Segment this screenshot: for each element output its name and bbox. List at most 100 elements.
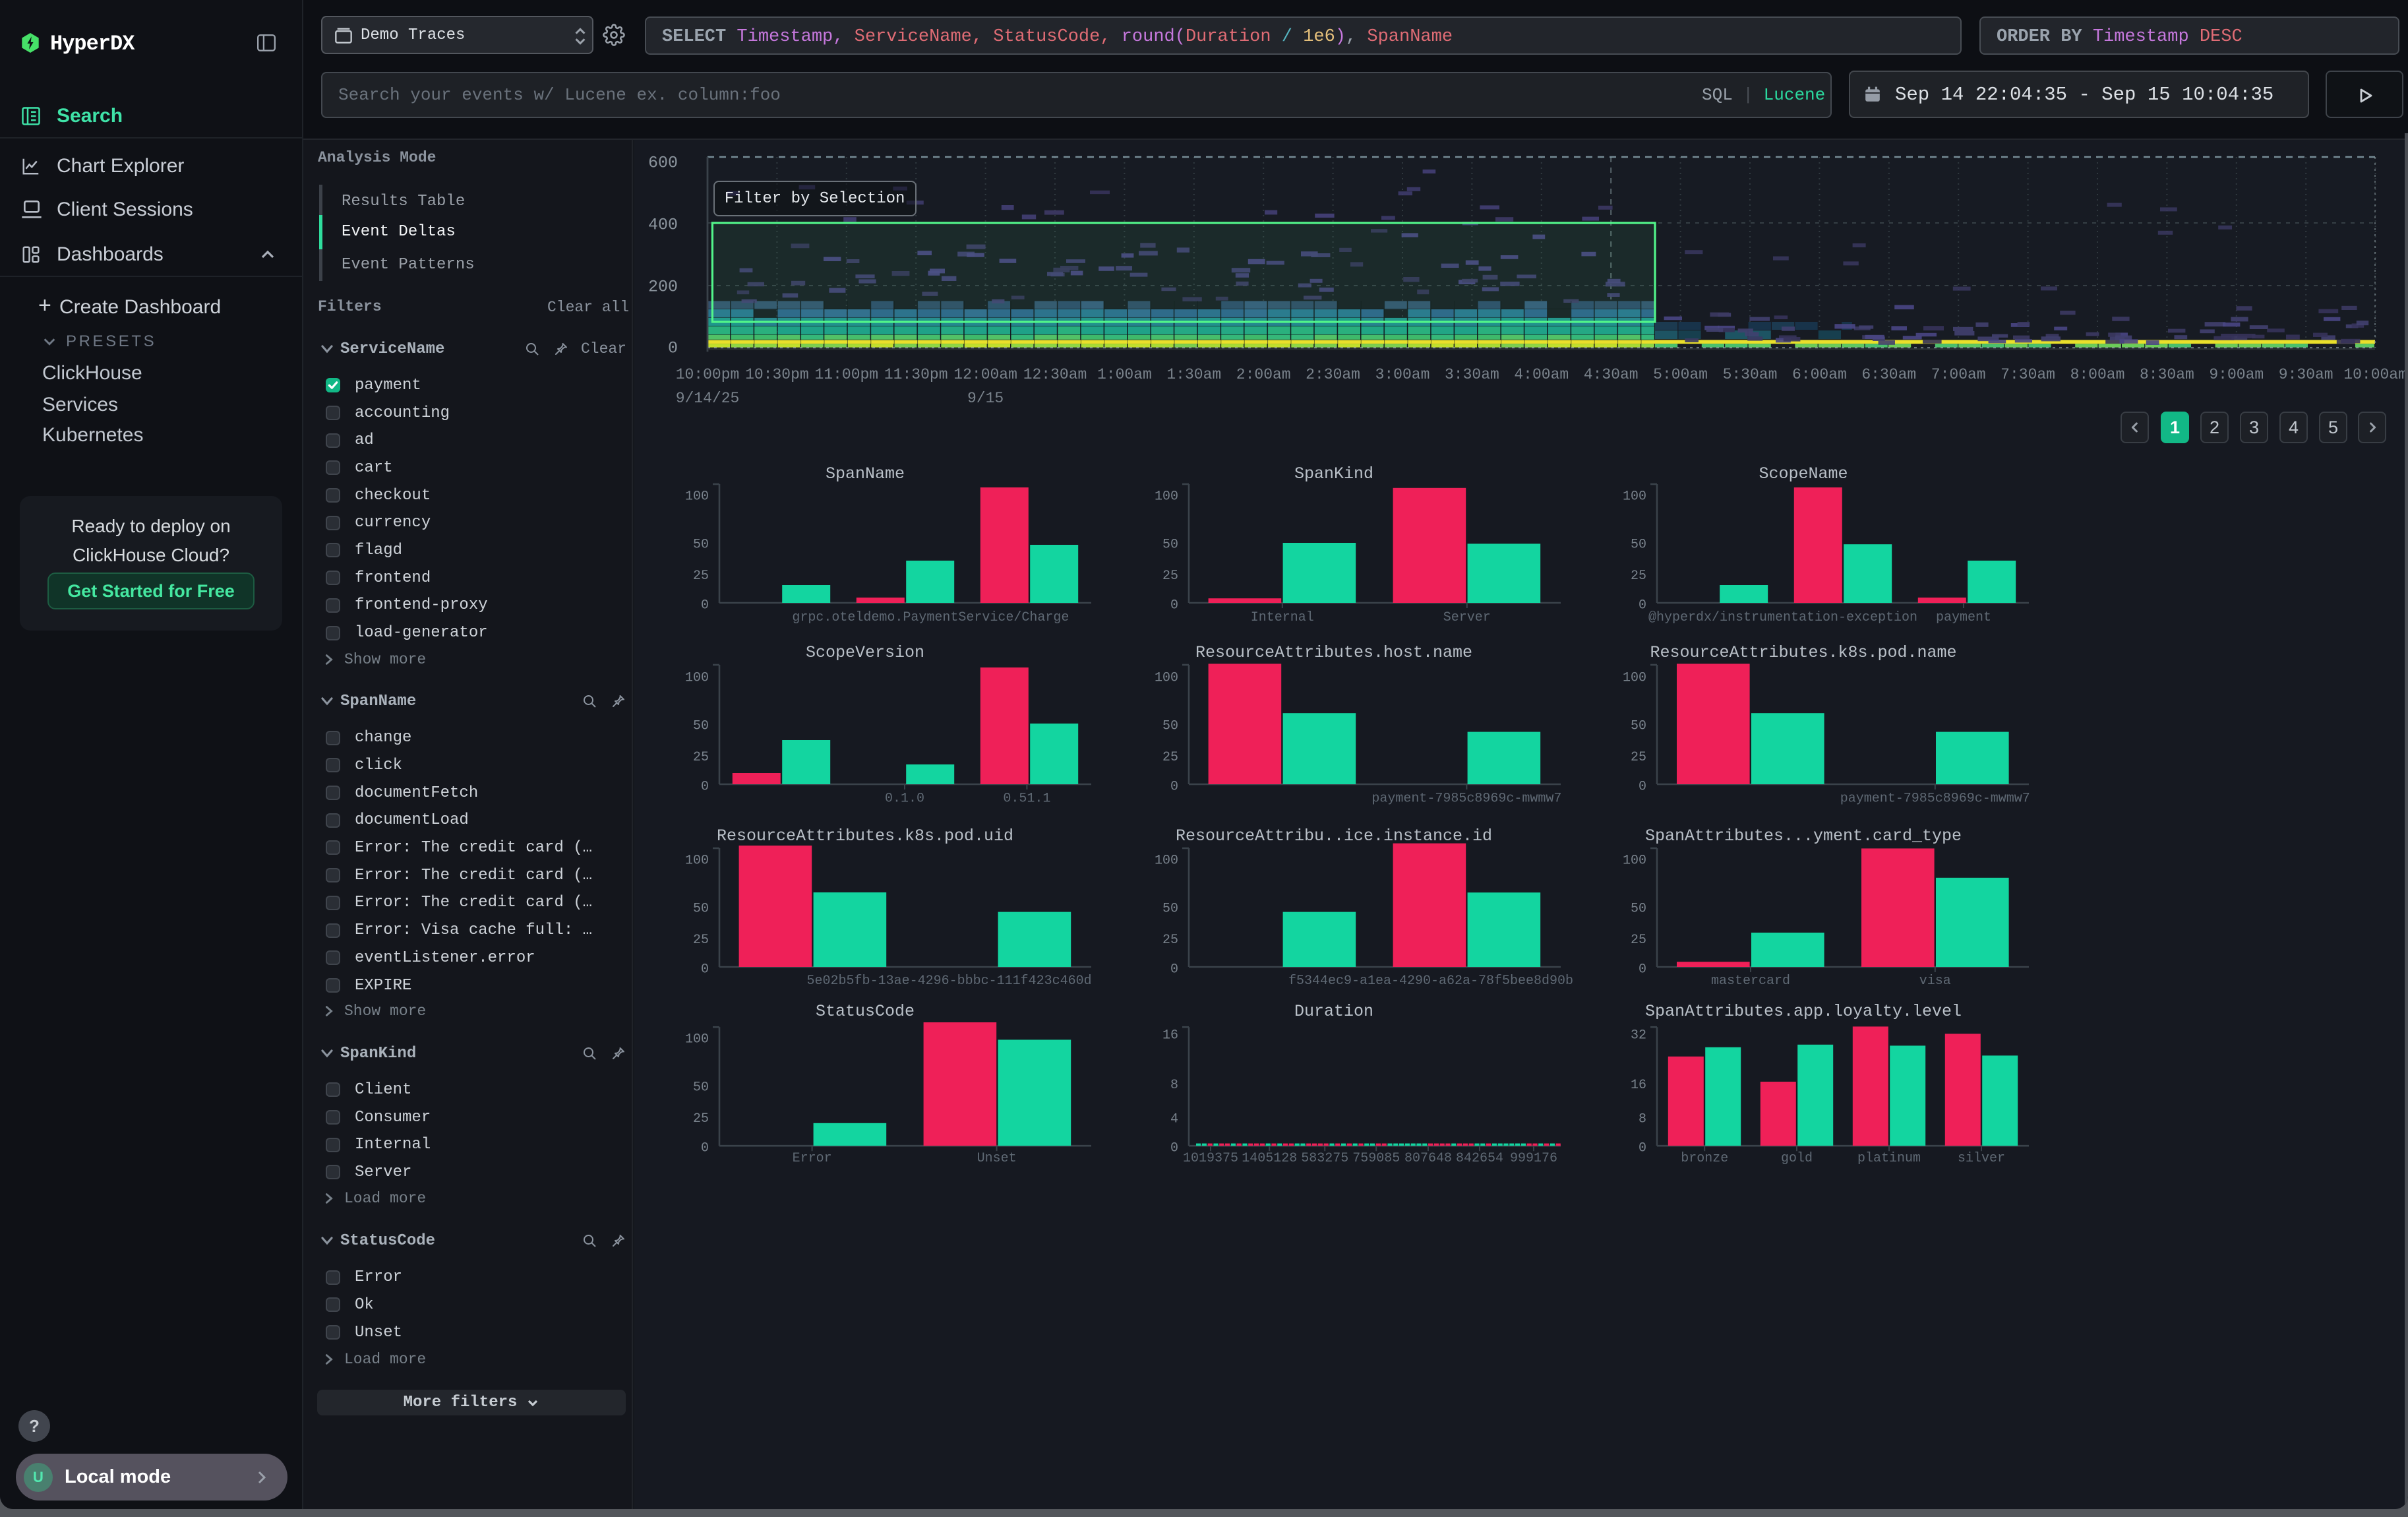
svg-text:Internal: Internal — [1251, 610, 1314, 625]
svg-text:100: 100 — [685, 853, 709, 868]
svg-text:842654: 842654 — [1456, 1151, 1503, 1166]
svg-text:SpanAttributes...yment.card_ty: SpanAttributes...yment.card_type — [1645, 826, 1962, 846]
svg-text:1:00am: 1:00am — [1097, 366, 1152, 383]
svg-text:100: 100 — [1623, 670, 1646, 685]
svg-text:6:00am: 6:00am — [1792, 366, 1847, 383]
svg-text:6:30am: 6:30am — [1861, 366, 1916, 383]
svg-text:50: 50 — [693, 1080, 709, 1096]
svg-text:50: 50 — [1631, 537, 1646, 552]
svg-text:5e02b5fb-13ae-4296-bbbc-111f42: 5e02b5fb-13ae-4296-bbbc-111f423c460d — [807, 974, 1092, 989]
svg-text:SpanAttributes.app.loyalty.lev: SpanAttributes.app.loyalty.level — [1645, 1002, 1962, 1021]
svg-text:400: 400 — [648, 215, 678, 234]
svg-text:@hyperdx/instrumentation-excep: @hyperdx/instrumentation-exception — [1648, 610, 1917, 625]
svg-text:mastercard: mastercard — [1711, 974, 1790, 989]
svg-text:2:00am: 2:00am — [1236, 366, 1291, 383]
svg-text:silver: silver — [1958, 1151, 2005, 1166]
svg-text:0: 0 — [701, 779, 709, 794]
svg-text:50: 50 — [1162, 718, 1178, 733]
svg-text:25: 25 — [1631, 569, 1646, 584]
svg-text:25: 25 — [1162, 933, 1178, 948]
svg-text:0.51.1: 0.51.1 — [1003, 791, 1050, 807]
svg-text:ResourceAttribu..ice.instance.: ResourceAttribu..ice.instance.id — [1176, 826, 1492, 846]
svg-text:SpanName: SpanName — [826, 464, 905, 483]
svg-text:100: 100 — [685, 670, 709, 685]
svg-text:payment-7985c8969c-mwmw7: payment-7985c8969c-mwmw7 — [1840, 791, 2030, 807]
svg-text:0.1.0: 0.1.0 — [885, 791, 924, 807]
svg-text:9:30am: 9:30am — [2279, 366, 2333, 383]
svg-text:50: 50 — [1631, 718, 1646, 733]
svg-text:9/15: 9/15 — [967, 390, 1004, 407]
svg-text:payment-7985c8969c-mwmw7: payment-7985c8969c-mwmw7 — [1371, 791, 1561, 807]
svg-text:ResourceAttributes.k8s.pod.uid: ResourceAttributes.k8s.pod.uid — [717, 826, 1013, 846]
svg-text:gold: gold — [1781, 1151, 1813, 1166]
svg-text:platinum: platinum — [1857, 1151, 1921, 1166]
svg-text:9/14/25: 9/14/25 — [676, 390, 740, 407]
svg-text:2:30am: 2:30am — [1306, 366, 1360, 383]
svg-text:50: 50 — [693, 718, 709, 733]
svg-text:100: 100 — [1155, 853, 1178, 868]
svg-text:10:00pm: 10:00pm — [676, 366, 740, 383]
svg-text:8: 8 — [1170, 1078, 1178, 1093]
svg-text:25: 25 — [693, 750, 709, 765]
svg-text:16: 16 — [1162, 1028, 1178, 1043]
svg-text:807648: 807648 — [1404, 1151, 1452, 1166]
svg-text:25: 25 — [693, 1111, 709, 1127]
svg-text:payment: payment — [1936, 610, 1991, 625]
svg-text:25: 25 — [1631, 933, 1646, 948]
svg-text:f5344ec9-a1ea-4290-a62a-78f5be: f5344ec9-a1ea-4290-a62a-78f5bee8d90b — [1288, 974, 1573, 989]
svg-text:8: 8 — [1639, 1111, 1646, 1127]
svg-text:50: 50 — [693, 537, 709, 552]
svg-text:600: 600 — [648, 153, 678, 172]
svg-text:0: 0 — [1639, 1141, 1646, 1156]
svg-text:9:00am: 9:00am — [2209, 366, 2264, 383]
svg-text:ResourceAttributes.host.name: ResourceAttributes.host.name — [1195, 643, 1472, 662]
svg-text:100: 100 — [685, 1032, 709, 1047]
svg-text:8:00am: 8:00am — [2070, 366, 2125, 383]
svg-text:50: 50 — [693, 901, 709, 916]
svg-text:Error: Error — [793, 1151, 832, 1166]
svg-text:5:00am: 5:00am — [1653, 366, 1708, 383]
svg-text:4:30am: 4:30am — [1584, 366, 1639, 383]
svg-text:bronze: bronze — [1681, 1151, 1728, 1166]
svg-text:grpc.oteldemo.PaymentService/C: grpc.oteldemo.PaymentService/Charge — [792, 610, 1069, 625]
svg-text:0: 0 — [1170, 598, 1178, 613]
svg-text:visa: visa — [1919, 974, 1951, 989]
svg-text:0: 0 — [701, 1141, 709, 1156]
svg-text:25: 25 — [1162, 750, 1178, 765]
svg-text:759085: 759085 — [1352, 1151, 1400, 1166]
svg-text:7:30am: 7:30am — [2001, 366, 2055, 383]
svg-text:100: 100 — [1623, 853, 1646, 868]
svg-text:3:30am: 3:30am — [1445, 366, 1499, 383]
svg-text:0: 0 — [701, 598, 709, 613]
svg-text:11:00pm: 11:00pm — [814, 366, 878, 383]
svg-text:583275: 583275 — [1301, 1151, 1348, 1166]
svg-text:25: 25 — [1162, 569, 1178, 584]
svg-text:4:00am: 4:00am — [1514, 366, 1569, 383]
svg-text:0: 0 — [1170, 1141, 1178, 1156]
svg-text:1405128: 1405128 — [1242, 1151, 1297, 1166]
svg-text:10:00am: 10:00am — [2343, 366, 2407, 383]
svg-text:5:30am: 5:30am — [1723, 366, 1778, 383]
svg-text:Unset: Unset — [977, 1151, 1017, 1166]
svg-text:100: 100 — [1623, 489, 1646, 504]
svg-text:1019375: 1019375 — [1183, 1151, 1238, 1166]
svg-text:25: 25 — [693, 569, 709, 584]
svg-text:0: 0 — [1639, 962, 1646, 977]
svg-text:0: 0 — [1639, 779, 1646, 794]
svg-text:1:30am: 1:30am — [1166, 366, 1221, 383]
svg-text:0: 0 — [1170, 962, 1178, 977]
svg-text:50: 50 — [1162, 537, 1178, 552]
svg-text:50: 50 — [1631, 901, 1646, 916]
svg-text:11:30pm: 11:30pm — [884, 366, 948, 383]
svg-text:100: 100 — [1155, 489, 1178, 504]
svg-text:0: 0 — [701, 962, 709, 977]
svg-text:Server: Server — [1443, 610, 1491, 625]
svg-text:ResourceAttributes.k8s.pod.nam: ResourceAttributes.k8s.pod.name — [1650, 643, 1956, 662]
svg-text:ScopeName: ScopeName — [1759, 464, 1848, 483]
svg-text:100: 100 — [1155, 670, 1178, 685]
svg-text:10:30pm: 10:30pm — [745, 366, 809, 383]
svg-text:Duration: Duration — [1294, 1002, 1373, 1021]
svg-text:7:00am: 7:00am — [1931, 366, 1986, 383]
svg-text:0: 0 — [1639, 598, 1646, 613]
svg-text:100: 100 — [685, 489, 709, 504]
